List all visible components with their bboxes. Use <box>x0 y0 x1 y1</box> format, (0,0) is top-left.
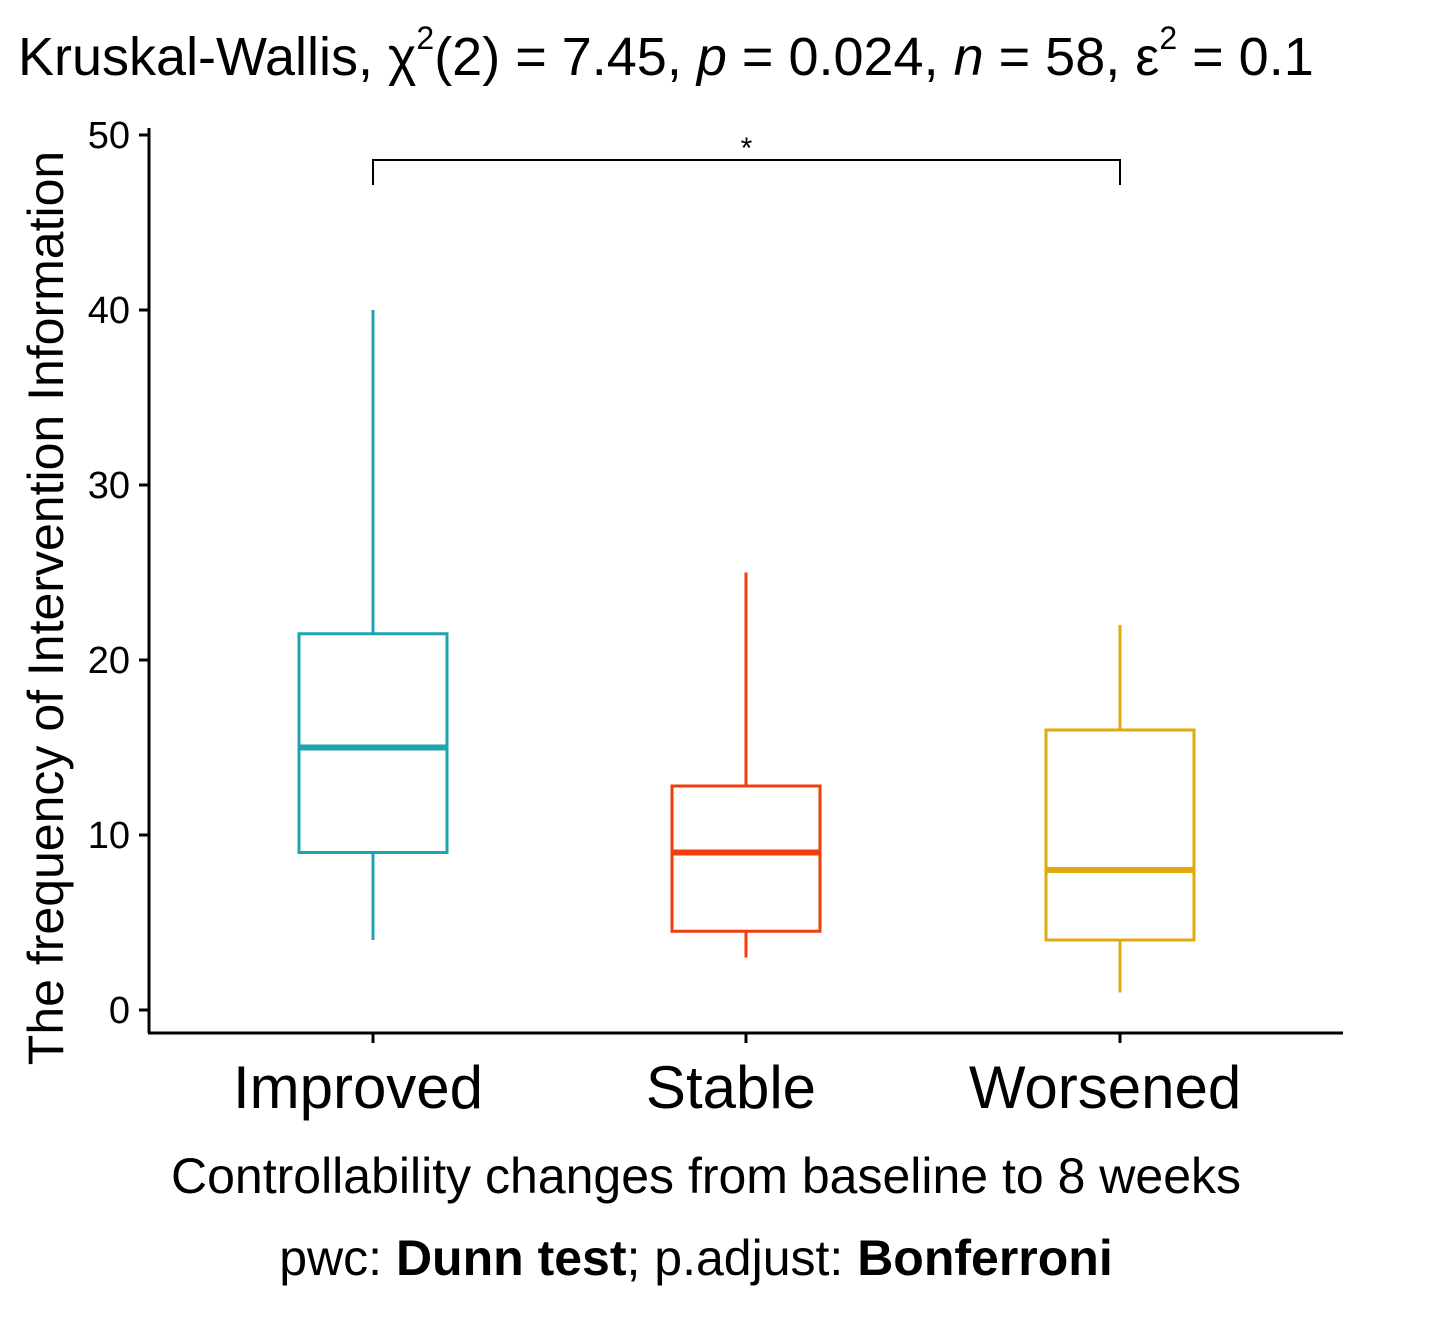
x-tick-label-stable: Stable <box>646 1054 816 1121</box>
box-iqr-improved <box>297 632 449 854</box>
y-tick-label: 50 <box>88 115 130 157</box>
chart-caption: pwc: Dunn test; p.adjust: Bonferroni <box>279 1230 1113 1286</box>
title-test-name: Kruskal-Wallis, <box>18 27 388 87</box>
y-tick-label: 0 <box>109 990 130 1032</box>
title-eff-exp: 2 <box>1159 20 1177 56</box>
x-tick-label-worsened: Worsened <box>969 1054 1241 1121</box>
title-stat-df: (2) = 7.45, <box>434 27 697 87</box>
significance-bracket: * <box>372 132 1121 185</box>
y-axis-title: The frequency of Intervention Informatio… <box>18 151 74 1065</box>
boxes <box>297 310 1196 993</box>
title-p-value: = 0.024, <box>727 27 954 87</box>
caption-method: Dunn test <box>396 1230 627 1286</box>
title-stat-symbol: χ <box>388 27 416 87</box>
caption-prefix: pwc: <box>279 1230 396 1286</box>
title-eff-value: = 0.1 <box>1177 27 1314 87</box>
y-tick-label: 20 <box>88 640 130 682</box>
title-p-symbol: p <box>695 27 727 87</box>
bracket-line <box>372 159 1121 185</box>
chart-title: Kruskal-Wallis, χ2(2) = 7.45, p = 0.024,… <box>18 20 1314 87</box>
y-tick-label: 40 <box>88 290 130 332</box>
box-iqr-worsened <box>1044 728 1196 942</box>
title-eff-symbol: ε <box>1135 27 1159 87</box>
box-iqr-stable <box>670 784 822 933</box>
title-n-value: = 58, <box>984 27 1136 87</box>
box-stable <box>670 572 822 958</box>
caption-middle: ; p.adjust: <box>627 1230 858 1286</box>
caption-adjust: Bonferroni <box>857 1230 1113 1286</box>
y-tick-label: 10 <box>88 815 130 857</box>
box-improved <box>297 310 449 940</box>
x-tick-label-improved: Improved <box>233 1054 483 1121</box>
y-ticks: 0 10 20 30 40 50 <box>88 115 149 1032</box>
title-n-symbol: n <box>954 27 984 87</box>
x-axis-title: Controllability changes from baseline to… <box>171 1148 1241 1204</box>
title-stat-exp: 2 <box>416 20 434 56</box>
y-tick-label: 30 <box>88 465 130 507</box>
x-ticks: Improved Stable Worsened <box>233 1033 1241 1121</box>
box-worsened <box>1044 625 1196 993</box>
bracket-label: * <box>741 132 753 165</box>
